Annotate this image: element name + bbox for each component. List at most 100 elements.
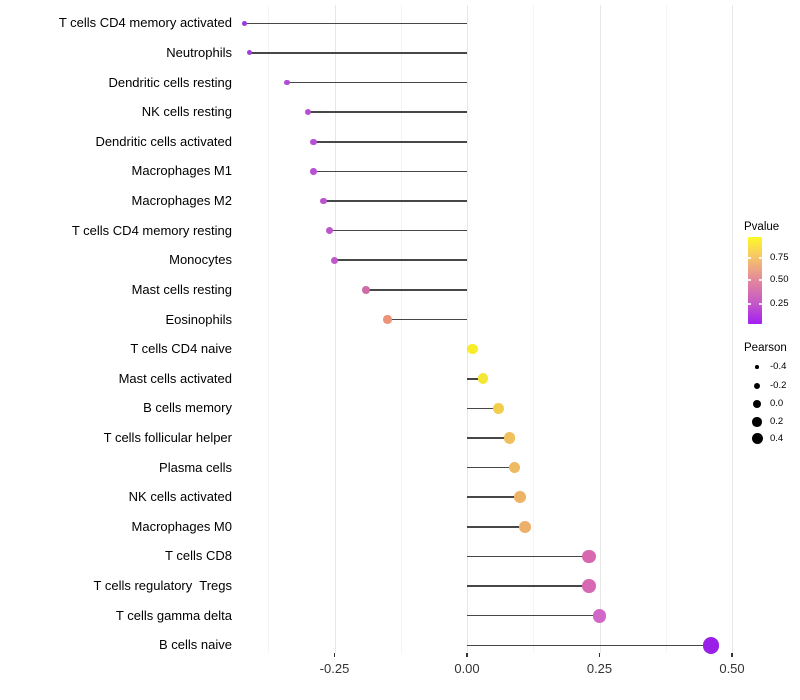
pearson-size-label: -0.4	[770, 361, 787, 372]
y-axis-label: Mast cells activated	[118, 370, 232, 386]
minor-gridline	[665, 5, 667, 653]
lollipop-stem	[467, 466, 515, 469]
lollipop-dot	[702, 637, 720, 654]
minor-gridline	[533, 5, 535, 653]
pearson-size-dot	[753, 400, 761, 408]
lollipop-stem	[467, 377, 483, 380]
y-axis-label: B cells naive	[159, 637, 232, 653]
y-axis-label: T cells CD4 memory activated	[58, 15, 232, 31]
y-axis-label: T cells CD8	[165, 548, 232, 564]
y-axis-label: B cells memory	[143, 400, 232, 416]
y-axis-label: Plasma cells	[159, 459, 232, 475]
lollipop-dot	[320, 197, 328, 205]
pearson-size-label: 0.4	[770, 432, 784, 444]
lollipop-stem	[286, 81, 467, 84]
lollipop-stem	[467, 585, 589, 587]
lollipop-stem	[467, 496, 520, 498]
lollipop-dot	[383, 315, 392, 324]
pvalue-tick-label: 0.25	[770, 297, 789, 309]
pvalue-tick-mark	[748, 257, 751, 259]
y-axis-label: Neutrophils	[166, 44, 232, 60]
lollipop-dot	[330, 256, 339, 264]
lollipop-dot	[310, 138, 317, 146]
lollipop-dot	[592, 608, 607, 623]
lollipop-stem	[467, 526, 526, 528]
pearson-size-label: -0.2	[770, 379, 787, 391]
lollipop-dot	[519, 520, 532, 533]
lollipop-dot	[467, 343, 478, 355]
pearson-size-dot	[754, 382, 760, 389]
lollipop-stem	[308, 111, 467, 113]
pvalue-tick-mark	[759, 257, 762, 259]
lollipop-dot	[514, 491, 526, 504]
y-axis-label: T cells CD4 memory resting	[71, 222, 232, 238]
x-axis-tick	[731, 653, 733, 657]
x-axis-tick	[598, 653, 601, 657]
lollipop-dot	[304, 108, 312, 116]
pearson-size-dot	[755, 365, 759, 369]
major-gridline	[467, 5, 468, 653]
y-axis-label: Eosinophils	[165, 311, 233, 327]
lollipop-stem	[329, 229, 467, 232]
lollipop-dot	[508, 461, 521, 474]
x-axis-tick-label: 0.00	[454, 661, 480, 676]
major-gridline	[599, 5, 601, 653]
x-axis-tick	[466, 653, 468, 657]
lollipop-dot	[362, 285, 371, 294]
pearson-size-label: 0.0	[770, 398, 784, 409]
lollipop-dot	[283, 79, 290, 86]
lollipop-dot	[325, 227, 333, 235]
x-axis-tick-label: 0.50	[719, 661, 745, 676]
lollipop-dot	[247, 50, 253, 56]
lollipop-dot	[477, 373, 489, 385]
pvalue-tick-mark	[748, 303, 751, 305]
pvalue-tick-mark	[748, 279, 751, 281]
lollipop-dot	[582, 549, 596, 564]
pearson-size-label: 0.2	[770, 416, 784, 427]
x-axis-tick-label: 0.25	[586, 661, 613, 676]
y-axis-label: NK cells resting	[141, 104, 232, 120]
y-axis-label: T cells regulatory Tregs	[93, 578, 232, 594]
pvalue-tick-mark	[759, 303, 762, 305]
y-axis-label: Macrophages M2	[131, 193, 232, 209]
lollipop-stem	[467, 407, 499, 410]
major-gridline	[334, 5, 336, 653]
y-axis-label: T cells gamma delta	[115, 607, 232, 623]
y-axis-label: Mast cells resting	[131, 281, 232, 297]
lollipop-dot	[310, 168, 317, 175]
y-axis-label: Dendritic cells resting	[108, 74, 232, 90]
pearson-size-dot	[752, 417, 762, 427]
lollipop-stem	[313, 170, 467, 173]
minor-gridline	[268, 5, 270, 653]
lollipop-stem	[313, 140, 467, 143]
pearson-size-dot	[751, 433, 763, 444]
x-axis-tick-label: -0.25	[319, 661, 350, 676]
y-axis-label: Macrophages M1	[131, 163, 232, 179]
pvalue-legend-title: Pvalue	[744, 221, 780, 233]
lollipop-stem	[467, 644, 711, 647]
pvalue-tick-label: 0.50	[770, 273, 789, 285]
y-axis-label: T cells follicular helper	[103, 429, 232, 445]
lollipop-stem	[366, 289, 467, 291]
minor-gridline	[400, 5, 402, 653]
lollipop-stem	[334, 259, 467, 262]
lollipop-stem	[387, 318, 467, 321]
lollipop-stem	[467, 555, 589, 558]
lollipop-dot	[241, 20, 247, 26]
pvalue-tick-label: 0.75	[770, 251, 789, 263]
y-axis-label: Monocytes	[169, 252, 232, 268]
lollipop-stem	[467, 437, 510, 439]
lollipop-dot	[493, 402, 505, 414]
lollipop-stem	[249, 52, 467, 54]
major-gridline	[732, 5, 733, 653]
y-axis-label: Dendritic cells activated	[95, 133, 232, 149]
lollipop-stem	[467, 614, 600, 617]
lollipop-dot	[582, 579, 596, 593]
lollipop-stem	[244, 22, 467, 25]
y-axis-label: Macrophages M0	[131, 518, 232, 534]
pvalue-tick-mark	[759, 279, 762, 281]
lollipop-stem	[323, 200, 467, 202]
x-axis-tick	[333, 653, 336, 657]
pearson-legend-title: Pearson	[744, 342, 787, 354]
